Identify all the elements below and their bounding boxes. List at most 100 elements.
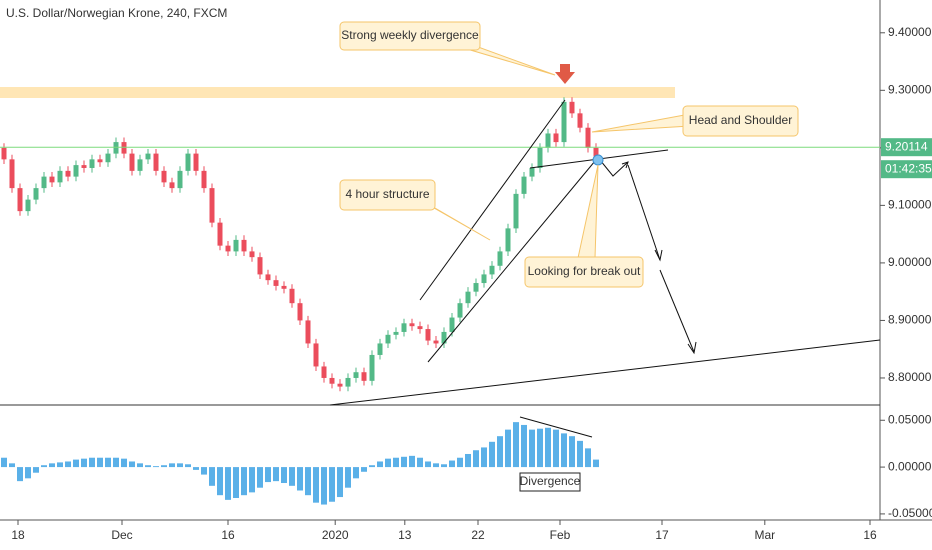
callout-text: Looking for break out: [528, 264, 641, 278]
support-trendline: [329, 339, 881, 406]
candle-body: [489, 265, 495, 275]
candle-body: [585, 127, 591, 148]
histogram-bar: [369, 465, 375, 468]
histogram-bar: [497, 436, 503, 468]
candle-body: [113, 142, 119, 154]
histogram-bar: [393, 457, 399, 468]
candle-body: [433, 340, 439, 344]
candle-body: [241, 239, 247, 252]
histogram-bar: [545, 427, 551, 468]
histogram-bar: [345, 467, 351, 488]
callout-box: [339, 179, 436, 211]
histogram-bar: [577, 440, 583, 468]
histogram-bar: [185, 464, 191, 468]
histogram-bar: [361, 467, 367, 472]
histogram-bar: [529, 429, 535, 468]
x-tick-label: 13: [398, 528, 412, 542]
candle-body: [257, 257, 263, 275]
candle-body: [465, 291, 471, 304]
projection-path: [599, 159, 629, 177]
candle-body: [377, 343, 383, 355]
y-tick-label: 9.30000: [888, 82, 932, 96]
candle-body: [513, 193, 519, 229]
candle-body: [121, 142, 127, 154]
candle-body: [169, 182, 175, 189]
histogram-bar: [561, 433, 567, 468]
candle-body: [57, 170, 63, 183]
last-price-box: [881, 138, 932, 157]
candle-body: [457, 303, 463, 318]
histogram-bar: [161, 465, 167, 468]
histogram-bar: [145, 465, 151, 468]
labels: 8.800008.900009.000009.100009.200009.300…: [11, 21, 932, 542]
histogram-bar: [465, 453, 471, 468]
y-tick-label: 9.10000: [888, 198, 932, 212]
candle-body: [473, 283, 479, 292]
histogram-bar: [593, 459, 599, 468]
histogram-bar: [385, 458, 391, 468]
candle-body: [265, 274, 271, 281]
histogram-bar: [585, 448, 591, 468]
candle-body: [337, 383, 343, 387]
histogram-bar: [313, 467, 319, 503]
candle-body: [25, 199, 31, 212]
candle-body: [385, 334, 391, 344]
histogram-bar: [337, 467, 343, 498]
candle-body: [401, 323, 407, 332]
histogram-bar: [217, 467, 223, 496]
candle-body: [1, 147, 7, 160]
projection-path: [627, 164, 661, 261]
candle-body: [225, 245, 231, 252]
histogram-bar: [353, 467, 359, 479]
candle-body: [529, 167, 535, 177]
candle-body: [361, 372, 367, 381]
candle-body: [593, 147, 599, 157]
arrow-head: [621, 161, 629, 169]
candle-body: [161, 170, 167, 183]
candle-body: [17, 188, 23, 212]
candle-body: [105, 153, 111, 163]
candle-body: [81, 165, 87, 168]
x-tick-label: 2020: [322, 528, 349, 542]
candle-body: [33, 188, 39, 200]
candle-body: [329, 377, 335, 384]
histogram-bar: [449, 460, 455, 468]
x-tick-label: Feb: [550, 528, 571, 542]
histogram-bar: [17, 467, 23, 482]
y-tick-label: -0.05000: [888, 506, 932, 520]
candle-body: [233, 239, 239, 252]
marks: [0, 97, 880, 505]
candle-body: [185, 153, 191, 171]
candle-body: [9, 159, 15, 189]
channel-upper: [419, 99, 566, 301]
histogram-bar: [137, 463, 143, 468]
y-tick-label: 0.05000: [888, 412, 932, 426]
histogram-bar: [569, 436, 575, 468]
divergence-label: Divergence: [520, 474, 581, 488]
histogram-bar: [153, 466, 159, 468]
x-tick-label: 16: [863, 528, 877, 542]
candle-body: [129, 153, 135, 171]
histogram-bar: [505, 429, 511, 468]
histogram-bar: [201, 467, 207, 475]
histogram-bar: [257, 467, 263, 488]
histogram-bar: [249, 467, 255, 493]
histogram-bar: [321, 467, 327, 505]
x-tick-label: Mar: [754, 528, 775, 542]
candle-body: [505, 228, 511, 252]
histogram-bar: [73, 459, 79, 468]
histogram-bar: [89, 457, 95, 468]
candle-body: [345, 377, 351, 387]
callout-text: Strong weekly divergence: [341, 28, 479, 42]
histogram-bar: [121, 458, 127, 468]
candle-body: [65, 170, 71, 177]
candle-body: [89, 159, 95, 168]
candle-body: [273, 280, 279, 286]
histogram-bar: [409, 455, 415, 468]
x-tick-label: 18: [11, 528, 25, 542]
histogram-bar: [417, 457, 423, 468]
histogram-bar: [193, 467, 199, 470]
histogram-bar: [425, 461, 431, 468]
candle-body: [145, 153, 151, 160]
